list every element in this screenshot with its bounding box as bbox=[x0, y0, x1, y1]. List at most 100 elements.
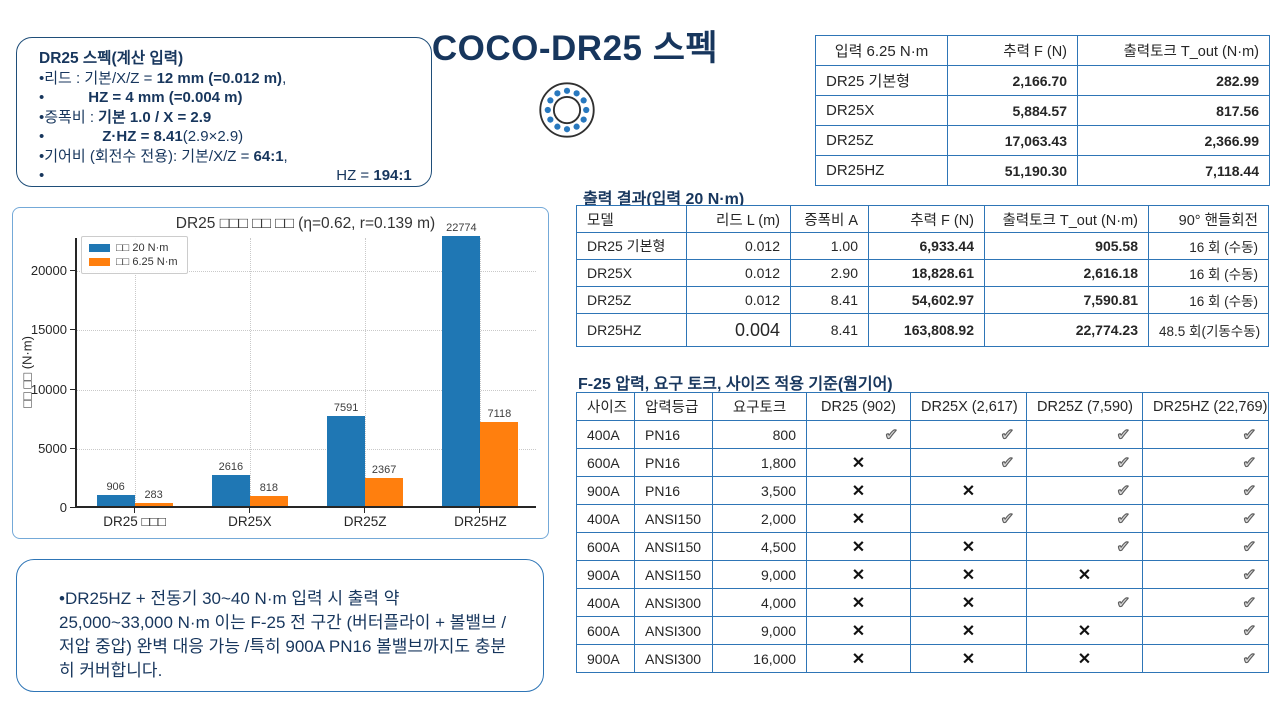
table-cell: 18,828.61 bbox=[868, 259, 985, 287]
table-cell: ANSI300 bbox=[634, 644, 713, 673]
check-mark-icon: ✔ bbox=[1142, 616, 1269, 645]
column-header: 입력 6.25 N·m bbox=[815, 35, 948, 66]
gridline bbox=[249, 238, 251, 506]
table-cell: 16 회 (수동) bbox=[1148, 259, 1269, 287]
table-row: DR25X 5,884.57 817.56 bbox=[815, 95, 1270, 126]
table-row: DR25X 0.012 2.90 18,828.61 2,616.18 16 회 (수동) bbox=[576, 259, 1269, 287]
table-cell: 400A bbox=[576, 420, 635, 449]
spec-line: •기어비 (회전수 전용): 기본/X/Z = 64:1, bbox=[39, 147, 288, 165]
table-cell: 4,500 bbox=[712, 532, 807, 561]
output-section-title: 출력 결과(입력 20 N·m) bbox=[583, 191, 745, 208]
spec-line: •리드 : 기본/X/Z = 12 mm (=0.012 m), bbox=[39, 69, 287, 87]
table-row: DR25HZ 51,190.30 7,118.44 bbox=[815, 155, 1270, 186]
gridline bbox=[480, 238, 482, 506]
bar-blue bbox=[211, 475, 250, 506]
check-mark-icon: ✔ bbox=[1142, 644, 1269, 673]
category-label: DR25 □□□ bbox=[103, 514, 166, 529]
table-cell: DR25Z bbox=[576, 286, 687, 314]
table-cell: ANSI150 bbox=[634, 532, 713, 561]
x-mark-icon: ✕ bbox=[806, 644, 911, 673]
column-header: 압력등급 bbox=[634, 392, 713, 421]
axis-tick-label: 15000 bbox=[30, 322, 67, 338]
x-mark-icon: ✕ bbox=[806, 448, 911, 477]
table-row: 600A PN16 1,800 ✕ ✔ ✔ ✔ bbox=[576, 448, 1269, 477]
x-mark-icon: ✕ bbox=[910, 588, 1027, 617]
table-row: 400A ANSI300 4,000 ✕ ✕ ✔ ✔ bbox=[576, 588, 1269, 617]
gridline bbox=[77, 389, 536, 391]
table-cell: ANSI150 bbox=[634, 504, 713, 533]
axis-tick bbox=[70, 270, 77, 272]
table-cell: 5,884.57 bbox=[947, 95, 1078, 126]
column-header: DR25X (2,617) bbox=[910, 392, 1027, 421]
chart-legend: □□ 20 N·m □□ 6.25 N·m bbox=[81, 236, 188, 274]
axis-tick bbox=[70, 388, 77, 390]
bar-value-label: 906 bbox=[106, 481, 125, 494]
note-box: •DR25HZ + 전동기 30~40 N·m 입력 시 출력 약 25,000… bbox=[16, 559, 544, 692]
table-row: DR25 기본형 2,166.70 282.99 bbox=[815, 65, 1270, 96]
legend-item: □□ 20 N·m bbox=[89, 241, 178, 255]
table-cell: 600A bbox=[576, 448, 635, 477]
table-cell: PN16 bbox=[634, 448, 713, 477]
x-mark-icon: ✕ bbox=[806, 532, 911, 561]
column-header: 출력토크 T_out (N·m) bbox=[1077, 35, 1270, 66]
table-cell: 2,616.18 bbox=[984, 259, 1149, 287]
table-row: DR25 기본형 0.012 1.00 6,933.44 905.58 16 회 (수동) bbox=[576, 232, 1269, 260]
spec-input-box: DR25 스펙(계산 입력) •리드 : 기본/X/Z = 12 mm (=0.… bbox=[16, 37, 432, 187]
check-mark-icon: ✔ bbox=[1142, 448, 1269, 477]
table-row: 400A PN16 800 ✔ ✔ ✔ ✔ bbox=[576, 420, 1269, 449]
spec-box-title: DR25 스펙(계산 입력) bbox=[39, 50, 184, 67]
table-cell: 22,774.23 bbox=[984, 313, 1149, 347]
chart-plot-area: □□ □□ (N·m) □□ 20 N·m □□ 6.25 N·m 0 5000 1… bbox=[20, 222, 536, 529]
category-label: DR25X bbox=[228, 514, 272, 529]
bar-orange bbox=[134, 502, 173, 506]
legend-item: □□ 6.25 N·m bbox=[89, 255, 178, 269]
table-cell: 1,800 bbox=[712, 448, 807, 477]
table-cell: 905.58 bbox=[984, 232, 1149, 260]
legend-swatch-icon bbox=[89, 258, 110, 266]
table-cell: 400A bbox=[576, 504, 635, 533]
check-mark-icon: ✔ bbox=[1026, 476, 1143, 505]
column-header: DR25Z (7,590) bbox=[1026, 392, 1143, 421]
table-cell: ANSI300 bbox=[634, 588, 713, 617]
x-mark-icon: ✕ bbox=[910, 644, 1027, 673]
check-mark-icon: ✔ bbox=[1142, 532, 1269, 561]
check-mark-icon: ✔ bbox=[1142, 504, 1269, 533]
axis-tick-label: 20000 bbox=[30, 263, 67, 279]
axis-tick-label: 10000 bbox=[30, 381, 67, 397]
table-row: 600A ANSI300 9,000 ✕ ✕ ✕ ✔ bbox=[576, 616, 1269, 645]
table-cell: PN16 bbox=[634, 476, 713, 505]
table-row: 400A ANSI150 2,000 ✕ ✔ ✔ ✔ bbox=[576, 504, 1269, 533]
x-mark-icon: ✕ bbox=[806, 560, 911, 589]
legend-swatch-icon bbox=[89, 244, 110, 252]
table-cell: DR25 기본형 bbox=[576, 232, 687, 260]
table-cell: DR25HZ bbox=[815, 155, 948, 186]
bar-value-label: 283 bbox=[144, 488, 163, 501]
bar-orange bbox=[249, 496, 288, 506]
bar-value-label: 818 bbox=[259, 482, 279, 495]
bar-blue bbox=[327, 416, 366, 506]
check-mark-icon: ✔ bbox=[1142, 420, 1269, 449]
table-cell: 2.90 bbox=[790, 259, 869, 287]
bar-blue bbox=[442, 236, 481, 506]
table-cell: 8.41 bbox=[790, 313, 869, 347]
x-mark-icon: ✕ bbox=[1026, 616, 1143, 645]
table-cell: DR25X bbox=[576, 259, 687, 287]
table-row: 900A PN16 3,500 ✕ ✕ ✔ ✔ bbox=[576, 476, 1269, 505]
table-cell: 6,933.44 bbox=[868, 232, 985, 260]
column-header: DR25HZ (22,769) bbox=[1142, 392, 1269, 421]
table-cell: 2,000 bbox=[712, 504, 807, 533]
table-cell: 0.012 bbox=[686, 232, 791, 260]
bar-value-label: 7591 bbox=[333, 402, 359, 415]
axis-tick bbox=[70, 329, 77, 331]
table-row: DR25Z 0.012 8.41 54,602.97 7,590.81 16 회 (수동) bbox=[576, 286, 1269, 314]
table-cell: 3,500 bbox=[712, 476, 807, 505]
x-mark-icon: ✕ bbox=[806, 588, 911, 617]
column-header: 모델 bbox=[576, 205, 687, 233]
x-mark-icon: ✕ bbox=[1026, 560, 1143, 589]
table-row: 900A ANSI150 9,000 ✕ ✕ ✕ ✔ bbox=[576, 560, 1269, 589]
table-cell: 900A bbox=[576, 476, 635, 505]
flange-ring-icon bbox=[539, 82, 595, 138]
category-label: DR25HZ bbox=[454, 514, 507, 529]
column-header: DR25 (902) bbox=[806, 392, 911, 421]
check-mark-icon: ✔ bbox=[1142, 476, 1269, 505]
